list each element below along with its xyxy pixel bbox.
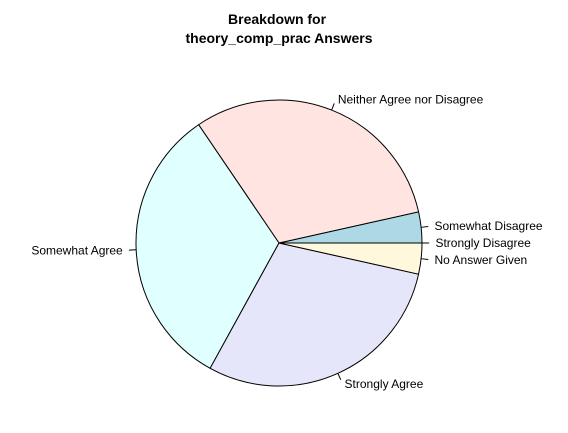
slice-label-neither-agree-nor-disagree: Neither Agree nor Disagree: [338, 92, 484, 106]
label-tick-somewhat-disagree: [421, 226, 429, 228]
slice-label-strongly-disagree: Strongly Disagree: [435, 236, 531, 250]
slice-label-somewhat-disagree: Somewhat Disagree: [435, 219, 543, 233]
pie-slice-strongly-agree: [209, 242, 420, 387]
label-tick-strongly-agree: [337, 373, 342, 381]
chart-title-line-2: theory_comp_prac Answers: [186, 30, 373, 46]
slice-label-no-answer-given: No Answer Given: [435, 253, 528, 267]
chart-title: Breakdown for theory_comp_prac Answers: [186, 11, 373, 46]
chart-title-line-1: Breakdown for: [228, 11, 327, 27]
slice-label-strongly-agree: Strongly Agree: [345, 377, 424, 391]
slice-label-somewhat-agree: Somewhat Agree: [31, 243, 123, 257]
label-tick-neither-agree-nor-disagree: [331, 103, 335, 111]
pie-labels: Somewhat Disagree Neither Agree nor Disag…: [31, 92, 543, 390]
pie-slices: [135, 99, 423, 387]
label-tick-no-answer-given: [421, 258, 429, 260]
